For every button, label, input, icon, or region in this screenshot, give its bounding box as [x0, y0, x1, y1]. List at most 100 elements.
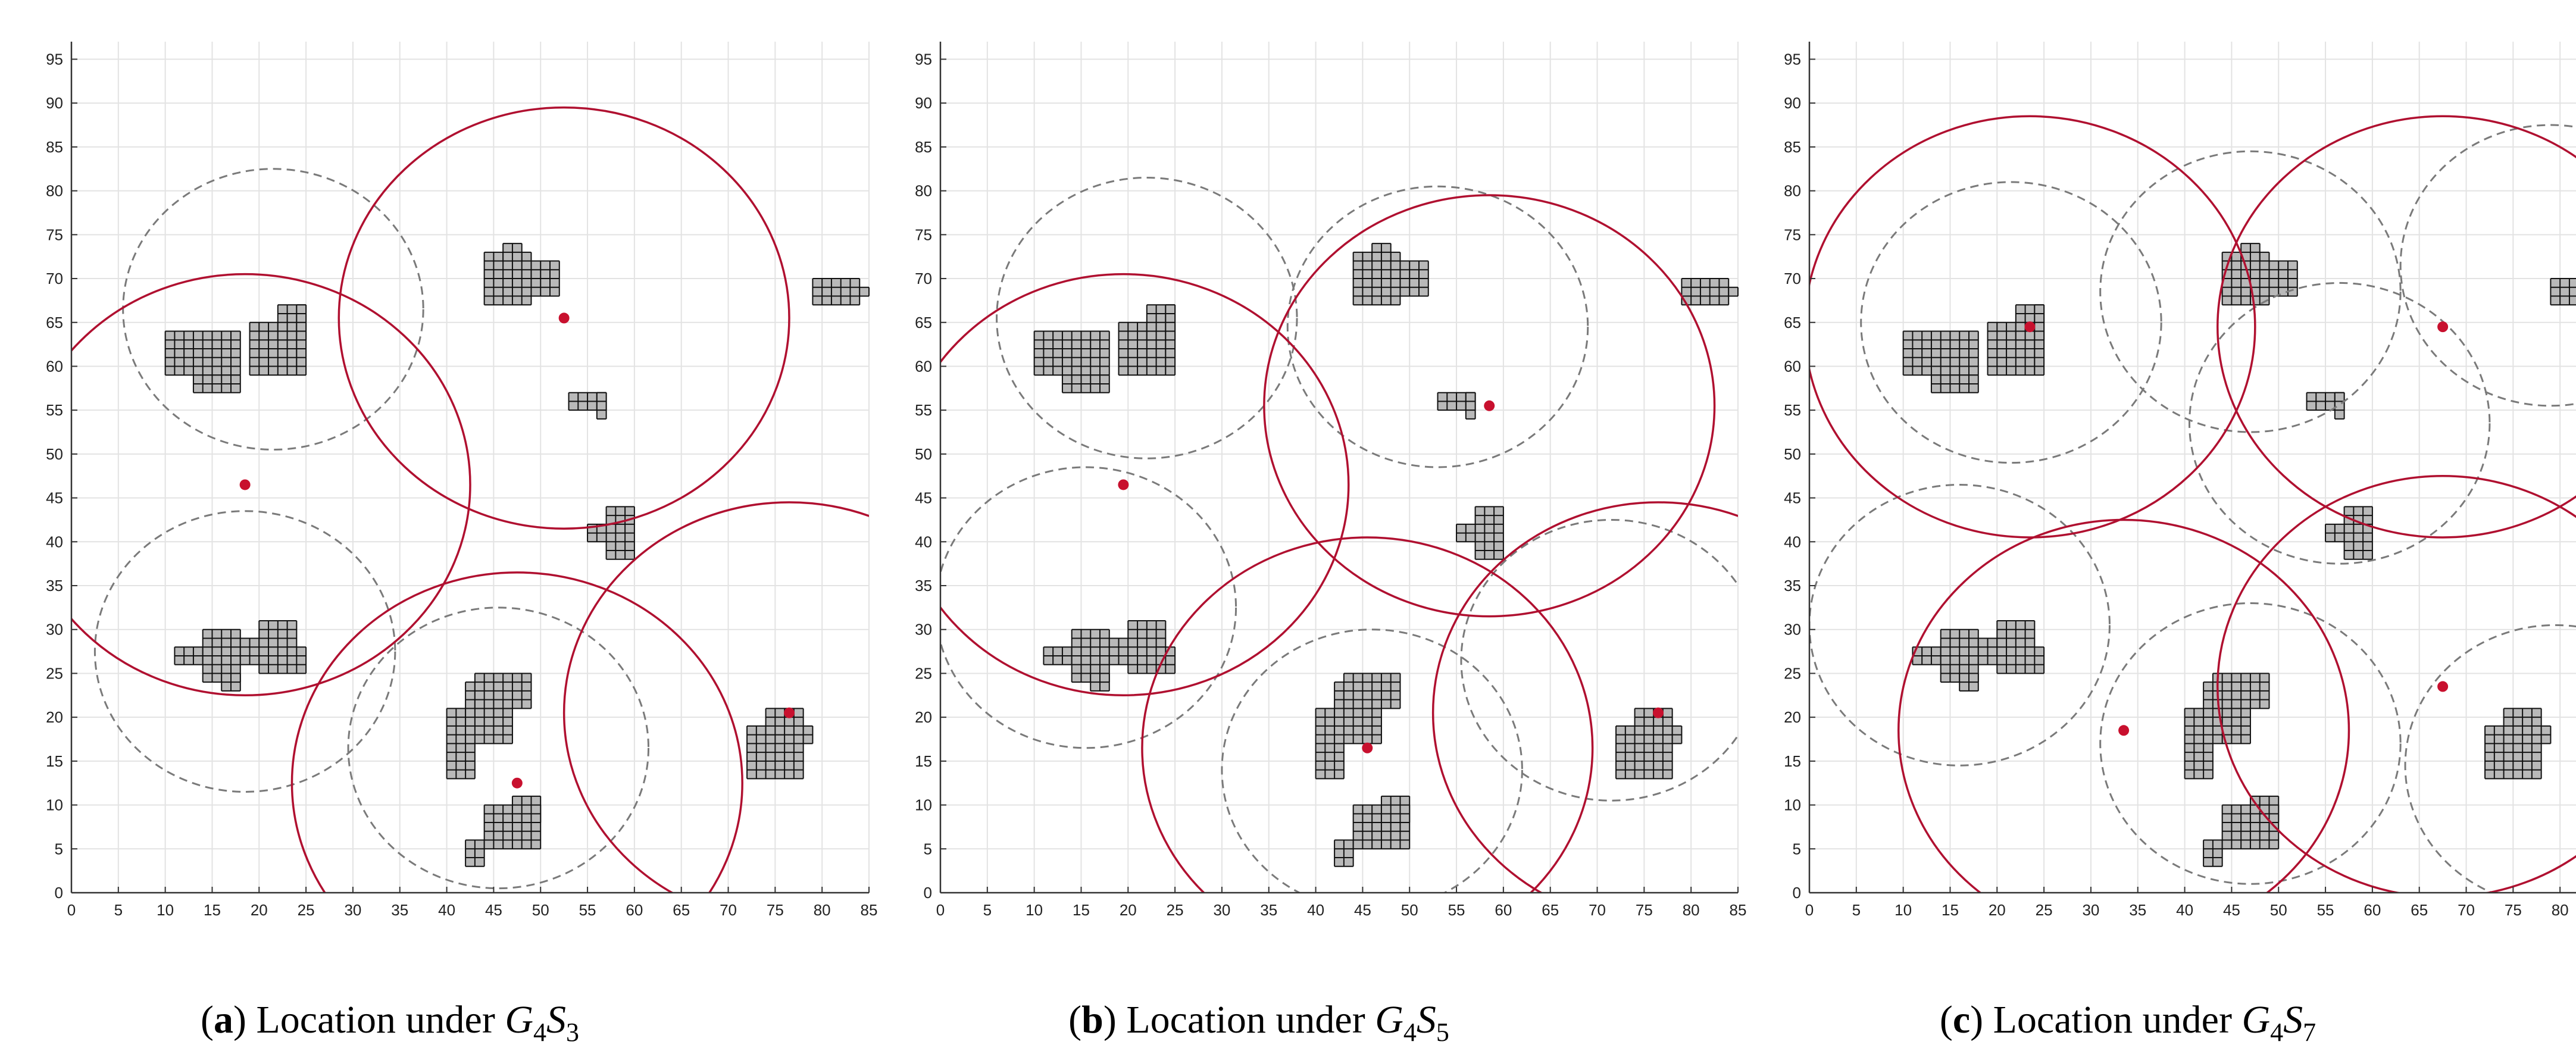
obstacle-block	[2250, 796, 2279, 823]
x-tick-label: 75	[1636, 901, 1653, 919]
panel-c: 0 5 10 15 20 25 30 35 40 45 50 55 60 65 70 75 80 85 0 5 10 15…	[1784, 42, 2576, 919]
solid-circle	[290, 571, 743, 893]
y-tick-label: 15	[1784, 752, 1801, 770]
y-tick-label: 90	[1784, 94, 1801, 112]
y-tick-label: 5	[1793, 840, 1801, 858]
dashed-circle	[2188, 282, 2491, 565]
location-point	[239, 479, 251, 490]
y-tick-label: 70	[915, 270, 932, 287]
x-tick-label: 85	[1730, 901, 1747, 919]
x-tick-label: 5	[1852, 901, 1861, 919]
y-tick-label: 25	[1784, 664, 1801, 682]
x-tick-label: 80	[1683, 901, 1700, 919]
obstacle-I	[2484, 708, 2552, 780]
x-tick-label: 45	[2223, 901, 2240, 919]
x-tick-label: 45	[1354, 901, 1371, 919]
obstacle-block	[1381, 796, 1410, 823]
y-tick-label: 70	[1784, 270, 1801, 287]
y-tick-label: 60	[46, 357, 63, 375]
x-tick-label: 15	[1073, 901, 1090, 919]
x-tick-label: 55	[2317, 901, 2334, 919]
obstacle-G	[2184, 673, 2270, 780]
y-tick-label: 60	[915, 357, 932, 375]
y-tick-label: 5	[924, 840, 932, 858]
location-point	[1118, 479, 1129, 490]
caption-b-text: Location under	[1117, 998, 1375, 1042]
dashed-circle	[347, 606, 650, 890]
x-tick-label: 40	[1307, 901, 1324, 919]
dashed-circle	[122, 168, 424, 451]
x-tick-label: 40	[438, 901, 455, 919]
y-tick-label: 55	[46, 401, 63, 419]
y-tick-label: 70	[46, 270, 63, 287]
x-tick-label: 80	[814, 901, 831, 919]
obstacle-E	[587, 506, 635, 560]
x-tick-label: 55	[579, 901, 596, 919]
y-tick-label: 30	[1784, 621, 1801, 639]
x-tick-label: 75	[2505, 901, 2522, 919]
obstacle-A	[164, 304, 307, 393]
location-points	[239, 312, 795, 789]
y-tick-label: 75	[1784, 226, 1801, 243]
solid-circle	[1897, 518, 2350, 893]
y-tick-label: 80	[46, 182, 63, 200]
y-tick-label: 80	[1784, 182, 1801, 200]
coverage-circles	[1809, 115, 2576, 893]
x-tick-label: 25	[1167, 901, 1184, 919]
x-tick-label: 35	[1260, 901, 1277, 919]
panel-b: 0 5 10 15 20 25 30 35 40 45 50 55 60 65 70 75 80 85 0 5 10 15…	[915, 42, 1746, 919]
axes: 0 5 10 15 20 25 30 35 40 45 50 55 60 65 70 75 80 85 0 5 10 15…	[915, 42, 1746, 919]
axes: 0 5 10 15 20 25 30 35 40 45 50 55 60 65 70 75 80 85 0 5 10 15…	[46, 42, 877, 919]
x-tick-label: 0	[1805, 901, 1814, 919]
solid-circle	[1432, 501, 1738, 893]
obstacle-G	[1315, 673, 1401, 780]
x-tick-label: 50	[1401, 901, 1418, 919]
y-tick-label: 0	[55, 884, 63, 902]
solid-circle	[2217, 475, 2576, 893]
dashed-circle	[2399, 124, 2576, 407]
x-tick-label: 20	[251, 901, 268, 919]
y-tick-label: 15	[915, 752, 932, 770]
obstacle-block	[859, 287, 869, 296]
x-tick-label: 55	[1448, 901, 1465, 919]
y-tick-label: 65	[46, 314, 63, 331]
x-tick-label: 0	[936, 901, 945, 919]
y-tick-label: 45	[46, 489, 63, 507]
obstacle-G	[446, 673, 532, 780]
caption-c-label: c	[1953, 998, 1970, 1042]
obstacle-block	[1465, 392, 1475, 419]
x-tick-label: 50	[532, 901, 549, 919]
y-tick-label: 10	[915, 796, 932, 814]
x-tick-label: 10	[157, 901, 174, 919]
solid-circle	[337, 106, 790, 530]
solid-circle	[71, 273, 471, 696]
y-tick-label: 50	[46, 445, 63, 463]
y-tick-label: 55	[1784, 401, 1801, 419]
x-tick-label: 30	[344, 901, 361, 919]
dashed-circle	[2404, 624, 2576, 893]
caption-c: (c) Location under G4S7	[1940, 998, 2316, 1047]
y-tick-label: 40	[915, 533, 932, 551]
obstacle-block	[2334, 392, 2344, 419]
y-tick-label: 80	[915, 182, 932, 200]
x-tick-label: 15	[1942, 901, 1959, 919]
x-tick-label: 5	[114, 901, 123, 919]
dashed-circle	[996, 177, 1298, 459]
y-tick-label: 65	[915, 314, 932, 331]
caption-a: (a) Location under G4S3	[201, 998, 579, 1047]
obstacle-B	[1352, 243, 1429, 306]
y-tick-label: 95	[1784, 50, 1801, 68]
coverage-circles	[940, 177, 1738, 893]
location-point	[1653, 707, 1664, 718]
x-tick-label: 45	[485, 901, 502, 919]
location-points	[2024, 321, 2449, 736]
y-tick-label: 15	[46, 752, 63, 770]
solid-circle	[1809, 115, 2256, 539]
panel-a: 0 5 10 15 20 25 30 35 40 45 50 55 60 65 70 75 80 85 0 5 10 15…	[46, 42, 877, 919]
y-tick-label: 65	[1784, 314, 1801, 331]
y-tick-label: 35	[915, 577, 932, 595]
solid-circle	[940, 273, 1350, 696]
location-point	[1484, 400, 1495, 411]
location-points	[1118, 400, 1664, 753]
obstacle-D	[2306, 392, 2345, 420]
